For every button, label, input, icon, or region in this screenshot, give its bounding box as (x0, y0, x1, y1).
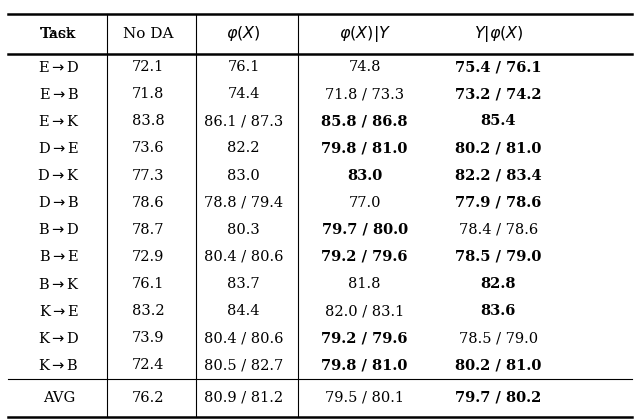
Text: 78.6: 78.6 (132, 196, 164, 210)
Text: B$\rightarrow$K: B$\rightarrow$K (38, 276, 79, 291)
Text: 77.0: 77.0 (348, 196, 381, 210)
Text: 74.8: 74.8 (348, 60, 381, 74)
Text: AVG: AVG (43, 391, 75, 405)
Text: K$\rightarrow$B: K$\rightarrow$B (38, 358, 79, 373)
Text: 80.4 / 80.6: 80.4 / 80.6 (204, 331, 284, 345)
Text: 79.7 / 80.2: 79.7 / 80.2 (455, 391, 541, 405)
Text: 83.0: 83.0 (227, 168, 260, 183)
Text: No DA: No DA (123, 27, 173, 41)
Text: 83.2: 83.2 (132, 304, 164, 318)
Text: 71.8: 71.8 (132, 87, 164, 101)
Text: 76.1: 76.1 (132, 277, 164, 291)
Text: 71.8 / 73.3: 71.8 / 73.3 (325, 87, 404, 101)
Text: 82.2 / 83.4: 82.2 / 83.4 (455, 168, 541, 183)
Text: 79.5 / 80.1: 79.5 / 80.1 (325, 391, 404, 405)
Text: E$\rightarrow$K: E$\rightarrow$K (38, 114, 79, 129)
Text: 85.8 / 86.8: 85.8 / 86.8 (321, 114, 408, 129)
Text: 85.4: 85.4 (481, 114, 516, 129)
Text: Task: Task (41, 27, 76, 41)
Text: 76.1: 76.1 (227, 60, 260, 74)
Text: D$\rightarrow$E: D$\rightarrow$E (38, 141, 79, 156)
Text: 77.9 / 78.6: 77.9 / 78.6 (455, 196, 541, 210)
Text: 83.6: 83.6 (481, 304, 516, 318)
Text: E$\rightarrow$D: E$\rightarrow$D (38, 60, 79, 75)
Text: 78.5 / 79.0: 78.5 / 79.0 (459, 331, 538, 345)
Text: 72.9: 72.9 (132, 250, 164, 264)
Text: 78.4 / 78.6: 78.4 / 78.6 (459, 223, 538, 237)
Text: 73.9: 73.9 (132, 331, 164, 345)
Text: 84.4: 84.4 (227, 304, 260, 318)
Text: 78.5 / 79.0: 78.5 / 79.0 (455, 250, 541, 264)
Text: 79.8 / 81.0: 79.8 / 81.0 (321, 358, 408, 373)
Text: 79.7 / 80.0: 79.7 / 80.0 (321, 223, 408, 237)
Text: E$\rightarrow$B: E$\rightarrow$B (38, 87, 79, 102)
Text: 80.4 / 80.6: 80.4 / 80.6 (204, 250, 284, 264)
Text: D$\rightarrow$K: D$\rightarrow$K (37, 168, 80, 183)
Text: 81.8: 81.8 (348, 277, 381, 291)
Text: 83.8: 83.8 (132, 114, 164, 129)
Text: 72.4: 72.4 (132, 358, 164, 373)
Text: K$\rightarrow$D: K$\rightarrow$D (38, 331, 79, 346)
Text: K$\rightarrow$E: K$\rightarrow$E (38, 304, 79, 319)
Text: 73.2 / 74.2: 73.2 / 74.2 (455, 87, 541, 101)
Text: 74.4: 74.4 (227, 87, 260, 101)
Text: 80.2 / 81.0: 80.2 / 81.0 (455, 142, 541, 155)
Text: 83.0: 83.0 (347, 168, 382, 183)
Text: 79.8 / 81.0: 79.8 / 81.0 (321, 142, 408, 155)
Text: 82.8: 82.8 (481, 277, 516, 291)
Text: 75.4 / 76.1: 75.4 / 76.1 (455, 60, 541, 74)
Text: 80.3: 80.3 (227, 223, 260, 237)
Text: 76.2: 76.2 (132, 391, 164, 405)
Text: 72.1: 72.1 (132, 60, 164, 74)
Text: $Y|\varphi(X)$: $Y|\varphi(X)$ (474, 24, 524, 44)
Text: 78.7: 78.7 (132, 223, 164, 237)
Text: 78.8 / 79.4: 78.8 / 79.4 (204, 196, 283, 210)
Text: 82.0 / 83.1: 82.0 / 83.1 (325, 304, 404, 318)
Text: 79.2 / 79.6: 79.2 / 79.6 (321, 331, 408, 345)
Text: 80.2 / 81.0: 80.2 / 81.0 (455, 358, 541, 373)
Text: D$\rightarrow$B: D$\rightarrow$B (38, 195, 79, 210)
Text: 86.1 / 87.3: 86.1 / 87.3 (204, 114, 283, 129)
Text: 80.9 / 81.2: 80.9 / 81.2 (204, 391, 283, 405)
Text: 82.2: 82.2 (227, 142, 260, 155)
Text: 79.2 / 79.6: 79.2 / 79.6 (321, 250, 408, 264)
Text: B$\rightarrow$D: B$\rightarrow$D (38, 222, 79, 237)
Text: B$\rightarrow$E: B$\rightarrow$E (38, 249, 79, 265)
Text: 73.6: 73.6 (132, 142, 164, 155)
Text: 80.5 / 82.7: 80.5 / 82.7 (204, 358, 283, 373)
Text: Tᴀᴄᴋ: Tᴀᴄᴋ (40, 27, 77, 41)
Text: $\varphi(X)$: $\varphi(X)$ (226, 24, 261, 43)
Text: 77.3: 77.3 (132, 168, 164, 183)
Text: 83.7: 83.7 (227, 277, 260, 291)
Text: $\varphi(X)|Y$: $\varphi(X)|Y$ (339, 24, 390, 44)
